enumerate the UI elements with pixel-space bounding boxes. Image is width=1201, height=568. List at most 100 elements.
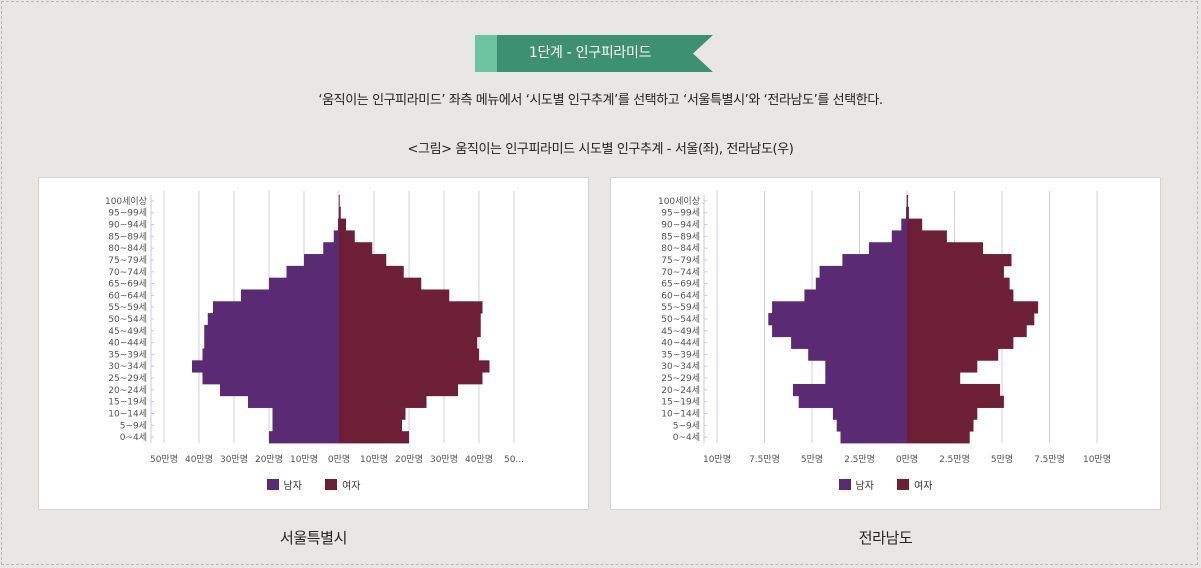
bar-male-75~79세 [842,254,907,267]
bar-male-40~44세 [204,336,339,349]
x-tick-label: 10만명 [360,454,388,465]
x-tick-label: 50만명 [150,454,178,465]
bar-male-80~84세 [869,242,907,255]
bar-male-65~69세 [269,277,339,290]
chart-legend: 남자 여자 [39,477,588,493]
x-tick-label: 40만명 [185,454,213,465]
bar-male-70~74세 [819,265,907,279]
pyramid-svg-seoul: 0~4세5~9세10~14세15~19세20~24세25~29세30~34세35… [105,191,524,465]
region-label-jeonnam: 전라남도 [858,529,913,547]
bar-male-50~54세 [207,313,339,326]
bar-male-35~39세 [202,348,339,361]
bar-female-80~84세 [907,242,983,255]
bar-female-65~69세 [907,277,1010,290]
bar-male-65~69세 [815,277,907,290]
legend-swatch-male [266,479,279,490]
legend-label-female: 여자 [914,481,933,492]
bar-male-60~64세 [241,289,339,302]
bar-female-90~94세 [907,218,923,231]
bar-male-0~4세 [840,431,907,444]
region-label-seoul: 서울특별시 [279,529,347,547]
bar-male-55~59세 [772,301,907,314]
y-tick-label: 35~39세 [108,349,147,360]
y-tick-label: 85~89세 [661,231,700,242]
x-tick-label: 20만명 [395,454,423,465]
bar-male-20~24세 [793,383,907,397]
y-tick-label: 30~34세 [661,361,700,372]
pyramid-chart-seoul: 0~4세 5~9세 10~14세 15~19세 20~24세 25~29세 30~34세 35… [38,177,589,510]
x-tick-label: 20만명 [255,454,283,465]
bar-male-30~34세 [192,360,339,373]
step-banner [475,35,713,72]
legend-swatch-female [897,479,910,490]
y-tick-label: 80~84세 [108,243,147,254]
bar-female-75~79세 [339,254,387,267]
y-tick-label: 60~64세 [661,290,700,301]
bar-male-45~49세 [204,324,339,338]
y-tick-label: 5~9세 [673,420,700,431]
y-tick-label: 75~79세 [661,255,700,266]
bar-female-5~9세 [339,419,402,432]
y-tick-label: 20~24세 [661,385,700,396]
y-tick-label: 65~69세 [108,279,147,290]
x-tick-label: 10만명 [703,454,731,465]
y-tick-label: 15~19세 [108,397,147,408]
y-tick-label: 0~4세 [673,432,700,443]
x-tick-label: 7.5만명 [1034,454,1065,465]
y-tick-label: 25~29세 [661,373,700,384]
bar-male-20~24세 [220,383,339,397]
bar-female-40~44세 [339,336,478,349]
bar-female-50~54세 [339,313,481,326]
bar-female-0~4세 [907,431,970,444]
bar-female-10~14세 [907,407,978,420]
bar-male-90~94세 [337,218,339,231]
pyramid-chart-jeonnam: 0~4세 5~9세 10~14세 15~19세 20~24세 25~29세 30~34세 35… [610,177,1161,510]
bar-female-25~29세 [339,372,483,385]
y-tick-label: 95~99세 [108,208,147,219]
bar-female-50~54세 [907,313,1035,326]
bar-female-95~99세 [339,206,341,220]
bar-female-35~39세 [339,348,479,361]
bar-female-15~19세 [339,395,427,408]
y-tick-label: 70~74세 [108,267,147,278]
bar-female-0~4세 [339,431,409,444]
x-tick-label: 0만명 [328,454,350,465]
bar-female-30~34세 [339,360,490,373]
y-tick-label: 85~89세 [108,231,147,242]
y-tick-label: 90~94세 [108,220,147,231]
bar-female-75~79세 [907,254,1012,267]
y-tick-label: 55~59세 [661,302,700,313]
y-tick-label: 90~94세 [661,220,700,231]
y-tick-label: 40~44세 [108,338,147,349]
legend-label-male: 남자 [283,481,302,492]
y-tick-label: 45~49세 [661,326,700,337]
x-tick-label: 10만명 [1083,454,1111,465]
bar-male-85~89세 [891,230,907,243]
bar-female-15~19세 [907,395,1004,408]
legend-item-male[interactable]: 남자 [266,477,302,492]
bar-female-20~24세 [339,383,458,397]
x-tick-label: 40만명 [465,454,493,465]
y-tick-label: 45~49세 [108,326,147,337]
bar-male-85~89세 [333,230,339,243]
bar-male-45~49세 [772,324,907,338]
bar-female-100세이상 [339,195,340,208]
legend-item-male[interactable]: 남자 [838,477,874,492]
legend-swatch-male [838,479,851,490]
bar-female-20~24세 [907,383,1001,397]
legend-label-male: 남자 [855,481,874,492]
y-tick-label: 5~9세 [120,420,147,431]
y-tick-label: 75~79세 [108,255,147,266]
legend-item-female[interactable]: 여자 [325,477,361,492]
y-tick-label: 70~74세 [661,267,700,278]
legend-swatch-female [325,479,338,490]
y-tick-label: 15~19세 [661,397,700,408]
legend-item-female[interactable]: 여자 [897,477,933,492]
bar-female-45~49세 [907,324,1027,338]
y-tick-label: 25~29세 [108,373,147,384]
y-tick-label: 20~24세 [108,385,147,396]
legend-label-female: 여자 [342,481,361,492]
bar-male-50~54세 [768,313,907,326]
bar-female-35~39세 [907,348,999,361]
